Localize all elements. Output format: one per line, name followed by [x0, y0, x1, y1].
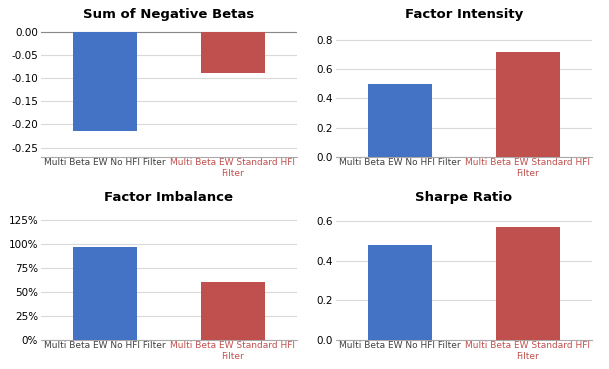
- Bar: [496, 227, 560, 340]
- Bar: [73, 32, 137, 131]
- Bar: [73, 247, 137, 340]
- Title: Sharpe Ratio: Sharpe Ratio: [415, 192, 512, 204]
- Bar: [368, 245, 432, 340]
- Bar: [201, 282, 265, 340]
- Title: Sum of Negative Betas: Sum of Negative Betas: [83, 8, 255, 21]
- Title: Factor Intensity: Factor Intensity: [405, 8, 523, 21]
- Bar: [201, 32, 265, 73]
- Bar: [496, 52, 560, 157]
- Bar: [368, 84, 432, 157]
- Title: Factor Imbalance: Factor Imbalance: [104, 192, 233, 204]
